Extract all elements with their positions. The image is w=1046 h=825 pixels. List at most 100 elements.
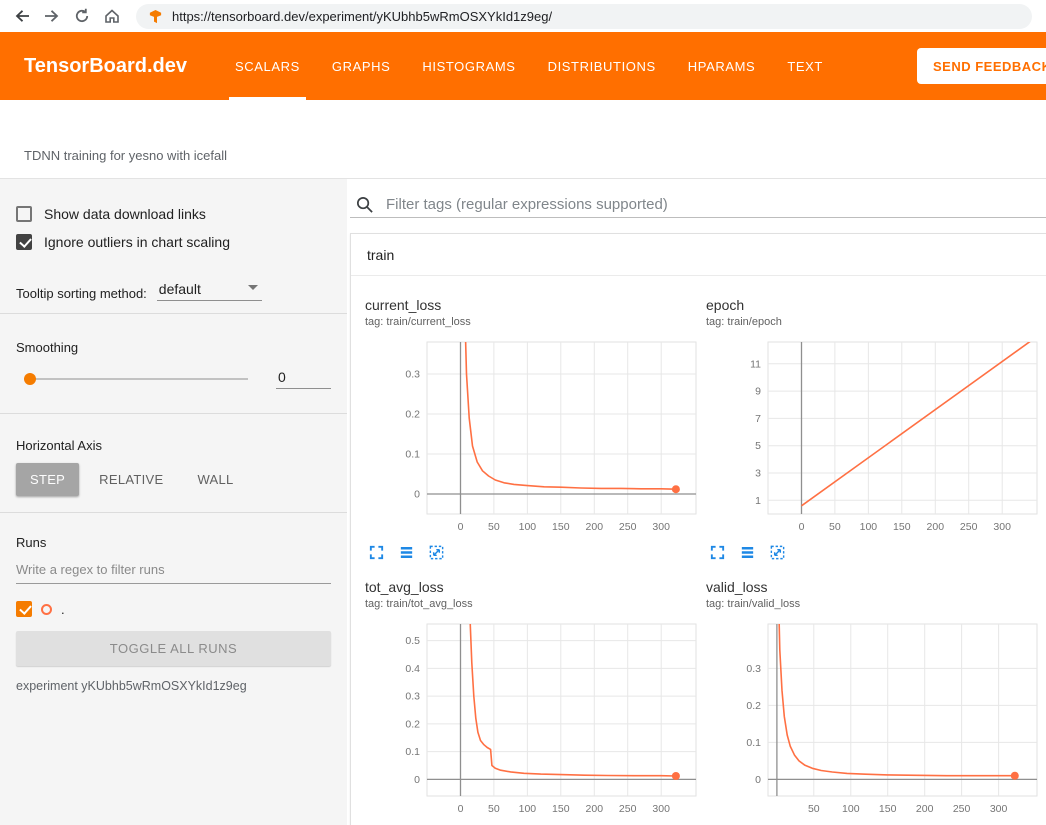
svg-text:0: 0 <box>414 774 420 786</box>
svg-text:0.3: 0.3 <box>405 691 420 703</box>
svg-text:5: 5 <box>755 440 761 452</box>
tab-histograms[interactable]: HISTOGRAMS <box>406 32 531 100</box>
send-feedback-button[interactable]: SEND FEEDBACK <box>917 48 1046 84</box>
svg-text:0: 0 <box>414 489 420 501</box>
svg-text:0.2: 0.2 <box>405 718 420 730</box>
svg-text:0: 0 <box>458 521 464 533</box>
svg-text:0.2: 0.2 <box>405 409 420 421</box>
chevron-down-icon <box>248 285 258 290</box>
back-icon[interactable] <box>8 2 36 30</box>
tab-distributions[interactable]: DISTRIBUTIONS <box>532 32 672 100</box>
svg-text:0.2: 0.2 <box>746 700 761 712</box>
charts-grid: current_loss tag: train/current_loss 050… <box>351 276 1046 825</box>
toggle-all-runs-button[interactable]: TOGGLE ALL RUNS <box>16 631 331 666</box>
ignore-outliers-checkbox[interactable]: Ignore outliers in chart scaling <box>16 233 331 251</box>
chart-tag: tag: train/valid_loss <box>706 598 1041 611</box>
app-logo: TensorBoard.dev <box>24 55 187 78</box>
svg-text:50: 50 <box>488 803 500 815</box>
tab-graphs[interactable]: GRAPHS <box>316 32 407 100</box>
svg-text:100: 100 <box>519 803 537 815</box>
tooltip-sorting-label: Tooltip sorting method: <box>16 286 147 301</box>
smoothing-value-input[interactable]: 0 <box>276 369 331 389</box>
svg-text:0.3: 0.3 <box>405 369 420 381</box>
smoothing-slider[interactable] <box>24 370 248 388</box>
chart-card-tot-avg-loss: tot_avg_loss tag: train/tot_avg_loss 0 50… <box>365 578 700 825</box>
fit-domain-icon[interactable] <box>428 544 445 561</box>
show-download-links-checkbox[interactable]: Show data download links <box>16 205 331 223</box>
tag-filter-row <box>350 191 1046 218</box>
chart-tag: tag: train/epoch <box>706 316 1041 329</box>
svg-text:200: 200 <box>586 521 604 533</box>
line-chart-current-loss[interactable]: 05010015020025030000.10.20.3 <box>365 338 700 538</box>
scalars-main: train current_loss tag: train/current_lo… <box>347 179 1046 825</box>
svg-text:100: 100 <box>842 803 860 815</box>
tab-scalars[interactable]: SCALARS <box>219 32 316 100</box>
address-bar[interactable]: https://tensorboard.dev/experiment/yKUbh… <box>136 4 1032 29</box>
run-row[interactable]: . <box>16 600 331 618</box>
forward-icon[interactable] <box>38 2 66 30</box>
browser-chrome: https://tensorboard.dev/experiment/yKUbh… <box>0 0 1046 32</box>
chart-title: valid_loss <box>706 578 1041 596</box>
chart-card-epoch: epoch tag: train/epoch 05010015020025030… <box>706 296 1041 561</box>
chart-card-valid-loss: valid_loss tag: train/valid_loss 5010015… <box>706 578 1041 825</box>
svg-text:250: 250 <box>960 521 978 533</box>
svg-text:0: 0 <box>755 774 761 786</box>
data-table-icon[interactable] <box>398 544 415 561</box>
svg-text:200: 200 <box>586 803 604 815</box>
runs-filter-input[interactable] <box>16 558 331 584</box>
experiment-band: TDNN training for yesno with icefall <box>0 100 1046 178</box>
line-chart-valid-loss[interactable]: 5010015020025030000.10.20.3 <box>706 620 1041 820</box>
smoothing-label: Smoothing <box>16 340 331 355</box>
home-icon[interactable] <box>98 2 126 30</box>
svg-text:100: 100 <box>860 521 878 533</box>
svg-text:0.1: 0.1 <box>405 746 420 758</box>
svg-text:300: 300 <box>652 803 670 815</box>
run-color-swatch-icon <box>41 604 52 615</box>
svg-text:0.4: 0.4 <box>405 663 420 675</box>
svg-text:1: 1 <box>755 495 761 507</box>
svg-text:0: 0 <box>458 803 464 815</box>
svg-text:150: 150 <box>552 803 570 815</box>
line-chart-epoch[interactable]: 0501001502002503001357911 <box>706 338 1041 538</box>
tooltip-sorting-dropdown[interactable]: default <box>157 279 262 301</box>
svg-text:11: 11 <box>750 358 761 370</box>
svg-text:300: 300 <box>990 803 1008 815</box>
axis-wall-button[interactable]: WALL <box>183 463 247 496</box>
slider-knob[interactable] <box>24 373 36 385</box>
svg-text:250: 250 <box>953 803 971 815</box>
svg-text:0.1: 0.1 <box>405 449 420 461</box>
search-icon <box>355 195 374 214</box>
svg-text:250: 250 <box>619 521 637 533</box>
line-chart-tot-avg-loss[interactable]: 05010015020025030000.10.20.30.40.5 <box>365 620 700 820</box>
tag-filter-input[interactable] <box>384 195 1046 214</box>
train-group-header[interactable]: train <box>351 234 1046 276</box>
svg-text:7: 7 <box>755 413 761 425</box>
data-table-icon[interactable] <box>739 544 756 561</box>
url-text: https://tensorboard.dev/experiment/yKUbh… <box>172 9 552 24</box>
svg-text:0: 0 <box>799 521 805 533</box>
tab-hparams[interactable]: HPARAMS <box>672 32 772 100</box>
slider-track <box>24 378 248 380</box>
svg-text:200: 200 <box>927 521 945 533</box>
svg-text:150: 150 <box>879 803 897 815</box>
experiment-id-text: experiment yKUbhb5wRmOSXYkId1z9eg <box>16 679 331 693</box>
chart-tag: tag: train/current_loss <box>365 316 700 329</box>
svg-text:250: 250 <box>619 803 637 815</box>
axis-relative-button[interactable]: RELATIVE <box>85 463 177 496</box>
chart-tag: tag: train/tot_avg_loss <box>365 598 700 611</box>
refresh-icon[interactable] <box>68 2 96 30</box>
tab-text[interactable]: TEXT <box>771 32 839 100</box>
app-header: TensorBoard.dev SCALARS GRAPHS HISTOGRAM… <box>0 32 1046 100</box>
experiment-title: TDNN training for yesno with icefall <box>24 148 1046 163</box>
svg-text:200: 200 <box>916 803 934 815</box>
svg-text:50: 50 <box>488 521 500 533</box>
svg-text:100: 100 <box>519 521 537 533</box>
svg-text:150: 150 <box>552 521 570 533</box>
chart-title: tot_avg_loss <box>365 578 700 596</box>
expand-chart-icon[interactable] <box>368 544 385 561</box>
run-checkbox-icon[interactable] <box>16 601 32 617</box>
fit-domain-icon[interactable] <box>769 544 786 561</box>
tensorboard-favicon <box>148 9 163 24</box>
expand-chart-icon[interactable] <box>709 544 726 561</box>
axis-step-button[interactable]: STEP <box>16 463 79 496</box>
